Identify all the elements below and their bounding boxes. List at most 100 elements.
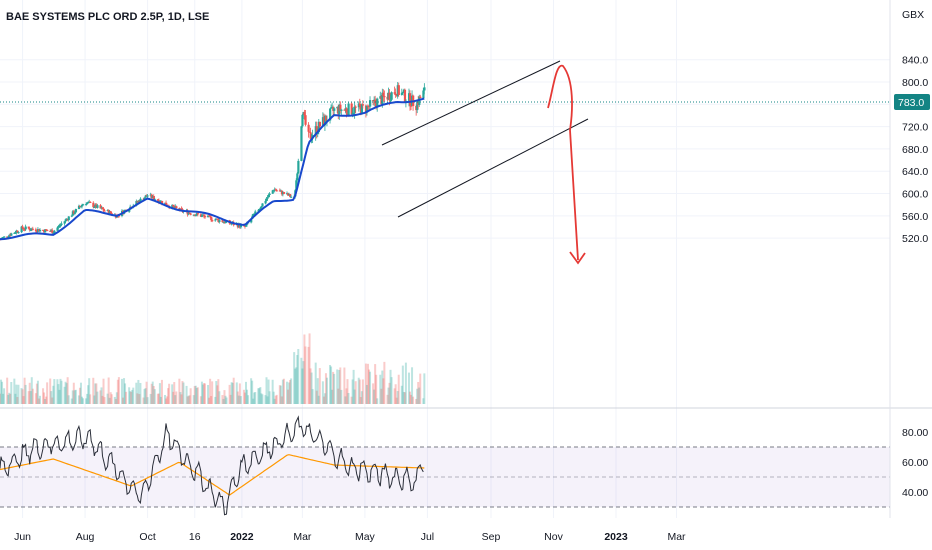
volume-bar [266, 396, 269, 404]
candle-body [16, 230, 19, 233]
volume-bar [42, 388, 45, 404]
candle-body [160, 200, 164, 204]
volume-bar [275, 394, 278, 404]
volume-bar [107, 377, 110, 404]
candle-body [77, 205, 81, 210]
volume-bar [351, 379, 354, 404]
candle-body [49, 230, 52, 232]
candle-body [67, 216, 70, 221]
rsi-tick-label: 60.00 [902, 457, 928, 469]
candle-body [24, 226, 27, 230]
candle-body [393, 92, 396, 94]
volume-bar [139, 382, 142, 404]
volume-bar [17, 384, 20, 404]
volume-bar [333, 373, 336, 404]
volume-bar [151, 381, 154, 404]
volume-bar [261, 394, 264, 404]
candle-body [339, 104, 342, 111]
volume-bar [331, 389, 334, 404]
candle-body [365, 105, 369, 113]
price-axis[interactable]: 840.0800.0760.0720.0680.0640.0600.0560.0… [902, 55, 928, 245]
volume-bar [379, 374, 382, 404]
volume-bar [20, 388, 23, 404]
projection-arrow[interactable] [547, 65, 579, 261]
candle-body [282, 192, 286, 194]
volume-bar [64, 381, 67, 404]
volume-bar [381, 370, 384, 404]
candle-body [59, 224, 62, 226]
candle-body [165, 202, 168, 205]
candle-body [210, 216, 213, 221]
volume-bar [93, 395, 96, 404]
volume-bar [63, 386, 66, 404]
volume-bar [267, 379, 270, 404]
candle-body [23, 229, 26, 231]
volume-bar [250, 378, 253, 404]
volume-bar [46, 382, 49, 404]
candle-body [221, 220, 224, 223]
volume-bar [43, 392, 46, 404]
volume-bar [272, 391, 275, 404]
volume-bar [188, 395, 191, 404]
candle-body [315, 126, 318, 134]
candle-body [93, 206, 96, 208]
volume-bar [168, 383, 171, 404]
volume-bar [419, 373, 422, 404]
volume-bar [15, 384, 18, 404]
volume-bar [8, 392, 11, 404]
volume-bar [347, 392, 350, 404]
channel-lower-line[interactable] [397, 118, 589, 218]
candle-body [358, 103, 361, 107]
volume-bar [202, 383, 205, 404]
candle-body [186, 210, 189, 215]
volume-bar [417, 381, 420, 404]
volume-bar [271, 379, 274, 404]
volume-bar [179, 392, 182, 404]
volume-bar [337, 388, 340, 404]
volume-bar [239, 396, 242, 404]
time-tick-label: 2022 [230, 531, 254, 543]
volume-bar [211, 381, 214, 404]
channel-upper-line[interactable] [381, 60, 561, 146]
volume-bar [167, 388, 170, 404]
price-tick-label: 520.0 [902, 233, 928, 245]
volume-bar [217, 379, 220, 404]
volume-bar [330, 366, 333, 404]
volume-bar [324, 373, 327, 404]
volume-bar [214, 396, 217, 404]
volume-bar [403, 392, 406, 404]
candle-body [324, 115, 328, 122]
candle-body [38, 229, 42, 232]
candle-body [318, 121, 321, 127]
volume-bar [124, 383, 127, 404]
volume-bar [222, 398, 225, 404]
volume-bar [92, 377, 95, 404]
candle-body [382, 92, 385, 97]
candle-body [78, 205, 82, 207]
volume-bar [146, 397, 149, 404]
volume-bar [99, 390, 102, 404]
price-tick-label: 800.0 [902, 77, 928, 89]
volume-bar [325, 377, 328, 404]
volume-bar [3, 388, 6, 404]
volume-bar [131, 389, 134, 404]
volume-bar [116, 379, 119, 404]
rsi-axis[interactable]: 80.00 60.00 40.00 [902, 427, 928, 499]
candle-body [381, 92, 384, 104]
volume-bar [369, 371, 372, 404]
candle-body [290, 196, 293, 198]
candle-body [360, 104, 364, 115]
time-axis[interactable]: Jun Aug Oct 16 2022 Mar May Jul Sep Nov 2023 Mar [14, 531, 686, 543]
volume-bar [281, 379, 284, 404]
volume-bar [344, 396, 347, 404]
candle-body [383, 96, 386, 98]
volume-bar [132, 387, 135, 404]
volume-bar [339, 367, 342, 404]
volume-bar [396, 391, 399, 404]
candle-body [44, 229, 47, 233]
volume-bar [38, 395, 41, 404]
candle-body [252, 214, 255, 217]
candle-body [42, 229, 45, 231]
volume-bar [364, 363, 367, 404]
